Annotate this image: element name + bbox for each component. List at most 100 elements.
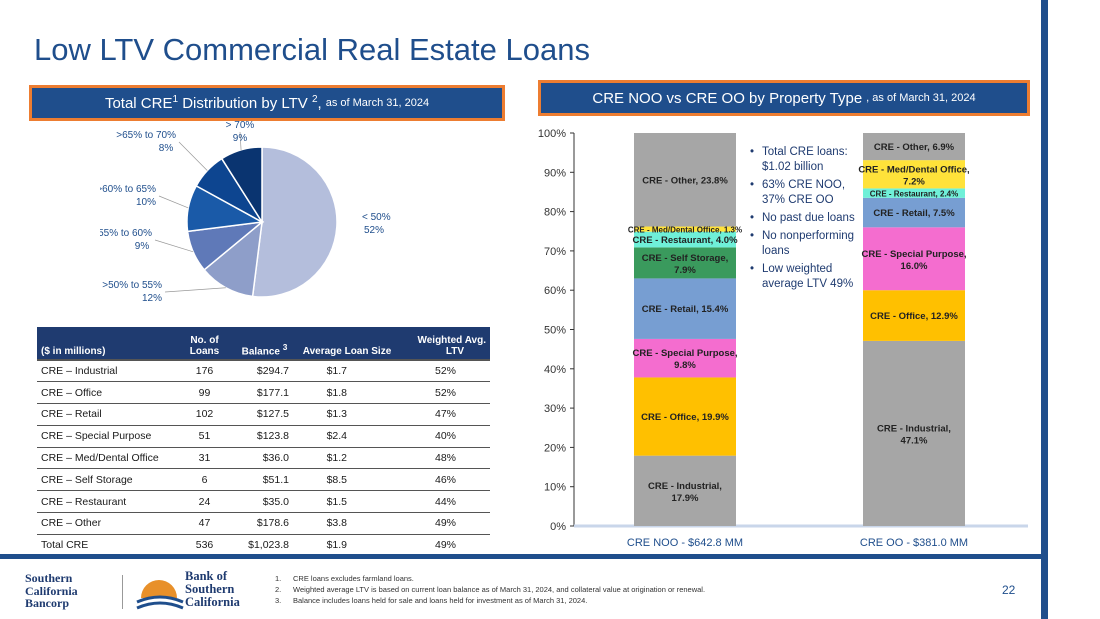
highlight-item: Total CRE loans: $1.02 billion <box>748 145 860 175</box>
pie-slice-percent: 9% <box>233 133 248 144</box>
bar-segment <box>634 247 736 279</box>
bar-segment <box>863 188 965 198</box>
bar-segment <box>634 133 736 227</box>
loan-type-cell: CRE – Industrial <box>37 359 177 383</box>
bar-segment-label: CRE - Other, 6.9% <box>874 142 955 153</box>
pie-leader-line <box>164 287 226 293</box>
pie-leader-line <box>154 239 194 253</box>
footnote-text: Balance includes loans held for sale and… <box>293 596 588 605</box>
bar-segment-label: CRE - Restaurant, 2.4% <box>870 190 958 199</box>
table-header-row: ($ in millions) No. of Loans Balance 3 Av… <box>37 327 490 360</box>
footnote-item: 1. CRE loans excludes farmland loans. <box>275 574 705 583</box>
average-loan-size-cell: $1.9 <box>297 534 397 557</box>
weighted-ltv-cell: 46% <box>397 468 490 492</box>
property-banner-asof: , as of March 31, 2024 <box>866 92 976 104</box>
footnote-item: 3. Balance includes loans held for sale a… <box>275 596 705 605</box>
loan-count-cell: 31 <box>177 447 232 470</box>
bar-segment <box>863 197 965 228</box>
bar-segment-label: CRE - Special Purpose, 16.0% <box>861 249 966 272</box>
bar-segment-label: CRE - Med/Dental Office, 1.3% <box>628 226 742 235</box>
bar-segment <box>863 133 965 161</box>
loan-type-cell: CRE – Office <box>37 381 177 405</box>
balance-cell: $178.6 <box>232 512 297 535</box>
pie-leader-line <box>158 195 189 209</box>
y-axis-tick-label: 60% <box>544 285 566 297</box>
footnote-text: CRE loans excludes farmland loans. <box>293 574 414 583</box>
property-type-stacked-bar-chart: 0% 10% 20% 30% 40% 50% 60% 70% 80% 90% 100% CRE - I… <box>538 128 1028 549</box>
loan-count-cell: 176 <box>177 359 232 383</box>
pie-slice-label: < 50% <box>362 212 391 223</box>
pie-slice-label: >60% to 65% <box>100 184 156 195</box>
balance-cell: $35.0 <box>232 490 297 514</box>
pie-slice-percent: 9% <box>135 241 150 252</box>
weighted-ltv-cell: 49% <box>397 512 490 535</box>
weighted-ltv-cell: 48% <box>397 447 490 470</box>
property-type-banner: CRE NOO vs CRE OO by Property Type , as … <box>538 80 1030 116</box>
loan-type-cell: CRE – Special Purpose <box>37 425 177 448</box>
loan-type-cell: CRE – Other <box>37 512 177 535</box>
weighted-ltv-cell: 40% <box>397 425 490 448</box>
pie-slice-percent: 10% <box>136 197 156 208</box>
y-axis-tick-label: 90% <box>544 167 566 179</box>
bar-segment <box>863 340 965 526</box>
logo-separator <box>122 575 123 609</box>
balance-cell: $51.1 <box>232 468 297 492</box>
loan-type-cell: CRE – Med/Dental Office <box>37 447 177 470</box>
header-average-loan-size: Average Loan Size <box>297 327 397 360</box>
loan-count-cell: 102 <box>177 403 232 426</box>
footnotes: 1. CRE loans excludes farmland loans. 2. We… <box>275 574 705 607</box>
loan-type-cell: CRE – Retail <box>37 403 177 426</box>
balance-cell: $127.5 <box>232 403 297 426</box>
highlight-item: Low weighted average LTV 49% <box>748 262 860 292</box>
table-row: CRE – Retail 102 $127.5 $1.3 47% <box>37 403 490 426</box>
average-loan-size-cell: $3.8 <box>297 512 397 535</box>
header-balance: Balance 3 <box>232 327 297 360</box>
bar-segment-label: CRE - Industrial, 47.1% <box>877 423 951 446</box>
y-axis-tick-label: 50% <box>544 325 566 337</box>
table-row: CRE – Restaurant 24 $35.0 $1.5 44% <box>37 490 490 514</box>
balance-cell: $294.7 <box>232 359 297 383</box>
footnote-number: 1. <box>275 574 282 583</box>
pie-slice-percent: 12% <box>142 293 162 304</box>
bar-segment-label: CRE - Restaurant, 4.0% <box>632 235 738 246</box>
table-row: CRE – Self Storage 6 $51.1 $8.5 46% <box>37 468 490 492</box>
average-loan-size-cell: $2.4 <box>297 425 397 448</box>
loan-count-cell: 6 <box>177 468 232 492</box>
property-banner-title: CRE NOO vs CRE OO by Property Type <box>592 89 863 107</box>
bar-segment <box>863 227 965 291</box>
footer-divider <box>0 554 1041 559</box>
y-axis-tick-label: 70% <box>544 246 566 258</box>
ltv-distribution-banner: Total CRE1 Distribution by LTV 2, as of … <box>29 85 505 121</box>
table-row: CRE – Office 99 $177.1 $1.8 52% <box>37 381 490 405</box>
y-axis-tick-label: 30% <box>544 403 566 415</box>
page-title: Low LTV Commercial Real Estate Loans <box>34 32 590 67</box>
footnote-number: 2. <box>275 585 282 594</box>
weighted-ltv-cell: 52% <box>397 359 490 383</box>
loan-count-cell: 51 <box>177 425 232 448</box>
balance-cell: $123.8 <box>232 425 297 448</box>
footnote-item: 2. Weighted average LTV is based on curre… <box>275 585 705 594</box>
average-loan-size-cell: $1.8 <box>297 381 397 405</box>
average-loan-size-cell: $1.5 <box>297 490 397 514</box>
balance-cell: $36.0 <box>232 447 297 470</box>
x-axis-category-label: CRE NOO - $642.8 MM <box>627 537 743 549</box>
y-axis-tick-label: 100% <box>538 128 566 140</box>
highlight-item: No past due loans <box>748 211 860 226</box>
bar-segment <box>634 338 736 378</box>
bar-segment-label: CRE - Office, 12.9% <box>870 311 958 322</box>
bar-segment <box>863 290 965 341</box>
southern-california-bancorp-logo: Southern California Bancorp <box>25 571 78 611</box>
pie-leader-line <box>178 141 208 171</box>
y-axis-tick-label: 10% <box>544 482 566 494</box>
loan-count-cell: 99 <box>177 381 232 405</box>
weighted-ltv-cell: 49% <box>397 534 490 557</box>
weighted-ltv-cell: 44% <box>397 490 490 514</box>
average-loan-size-cell: $8.5 <box>297 468 397 492</box>
bar-segment <box>634 455 736 526</box>
bar-segment <box>634 226 736 232</box>
footnote-text: Weighted average LTV is based on current… <box>293 585 706 594</box>
weighted-ltv-cell: 52% <box>397 381 490 405</box>
bar-segment <box>634 278 736 339</box>
bar-segment <box>634 377 736 456</box>
bar-segment <box>863 160 965 189</box>
